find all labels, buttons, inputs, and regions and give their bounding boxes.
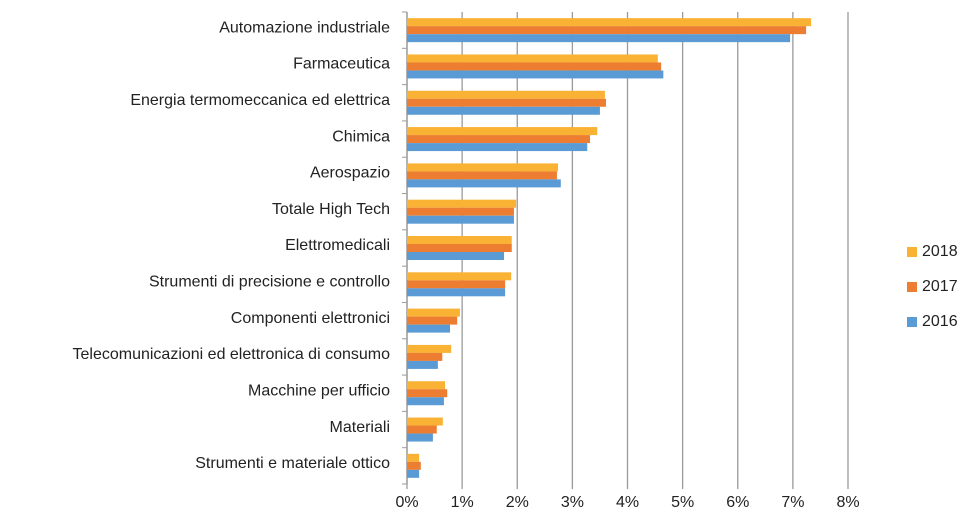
bar [407, 236, 512, 244]
bar [407, 34, 791, 43]
y-tick-label: Macchine per ufficio [248, 382, 390, 399]
bar [407, 280, 506, 289]
bar [407, 143, 588, 152]
bar [407, 381, 446, 390]
bar [407, 171, 557, 180]
bar [407, 397, 444, 406]
bar [407, 98, 607, 107]
y-tick-label: Farmaceutica [293, 56, 390, 73]
bar [407, 308, 460, 317]
bar [407, 106, 600, 115]
y-tick-label: Totale High Tech [272, 201, 390, 218]
bar [407, 316, 458, 325]
y-tick-label: Telecomunicazioni ed elettronica di cons… [72, 346, 390, 363]
bar [407, 54, 658, 63]
bar [407, 344, 452, 353]
y-tick-label: Chimica [332, 128, 390, 145]
x-tick-label: 4% [616, 494, 639, 511]
bar [407, 425, 437, 434]
bar [407, 135, 591, 144]
bar [407, 389, 448, 398]
bar [407, 461, 421, 470]
x-tick-label: 2% [506, 494, 529, 511]
bar [407, 288, 506, 297]
x-tick-label: 1% [451, 494, 474, 511]
bar [407, 70, 664, 79]
y-tick-label: Energia termomeccanica ed elettrica [130, 92, 390, 109]
x-tick-label: 3% [561, 494, 584, 511]
bar [407, 360, 438, 369]
legend-swatch [907, 282, 917, 292]
legend-label: 2016 [922, 313, 958, 330]
x-tick-label: 5% [671, 494, 694, 511]
bar [407, 215, 514, 224]
bar [407, 453, 420, 462]
y-tick-label: Automazione industriale [219, 19, 390, 36]
bar [407, 127, 598, 136]
x-tick-label: 0% [395, 494, 418, 511]
bar [407, 352, 443, 361]
bar [407, 207, 514, 216]
bar [407, 26, 807, 35]
legend-label: 2018 [922, 243, 958, 260]
x-tick-label: 7% [781, 494, 804, 511]
x-tick-label: 8% [836, 494, 859, 511]
bar [407, 163, 559, 172]
legend-swatch [907, 317, 917, 327]
y-tick-label: Aerospazio [310, 165, 390, 182]
bar [407, 62, 662, 71]
y-tick-label: Strumenti e materiale ottico [195, 455, 390, 472]
bar [407, 469, 420, 478]
bar [407, 18, 812, 27]
y-tick-label: Componenti elettronici [231, 310, 390, 327]
bar [407, 433, 433, 442]
y-tick-label: Strumenti di precisione e controllo [149, 274, 390, 291]
legend-swatch [907, 247, 917, 257]
bar [407, 179, 561, 188]
bar [407, 252, 505, 260]
bar [407, 244, 512, 252]
bar [407, 417, 443, 426]
legend-label: 2017 [922, 278, 958, 295]
bar [407, 324, 450, 333]
y-tick-label: Elettromedicali [285, 237, 390, 254]
y-tick-label: Materiali [330, 419, 390, 436]
bar [407, 272, 512, 281]
x-tick-label: 6% [726, 494, 749, 511]
bar [407, 199, 517, 208]
bar [407, 90, 605, 99]
